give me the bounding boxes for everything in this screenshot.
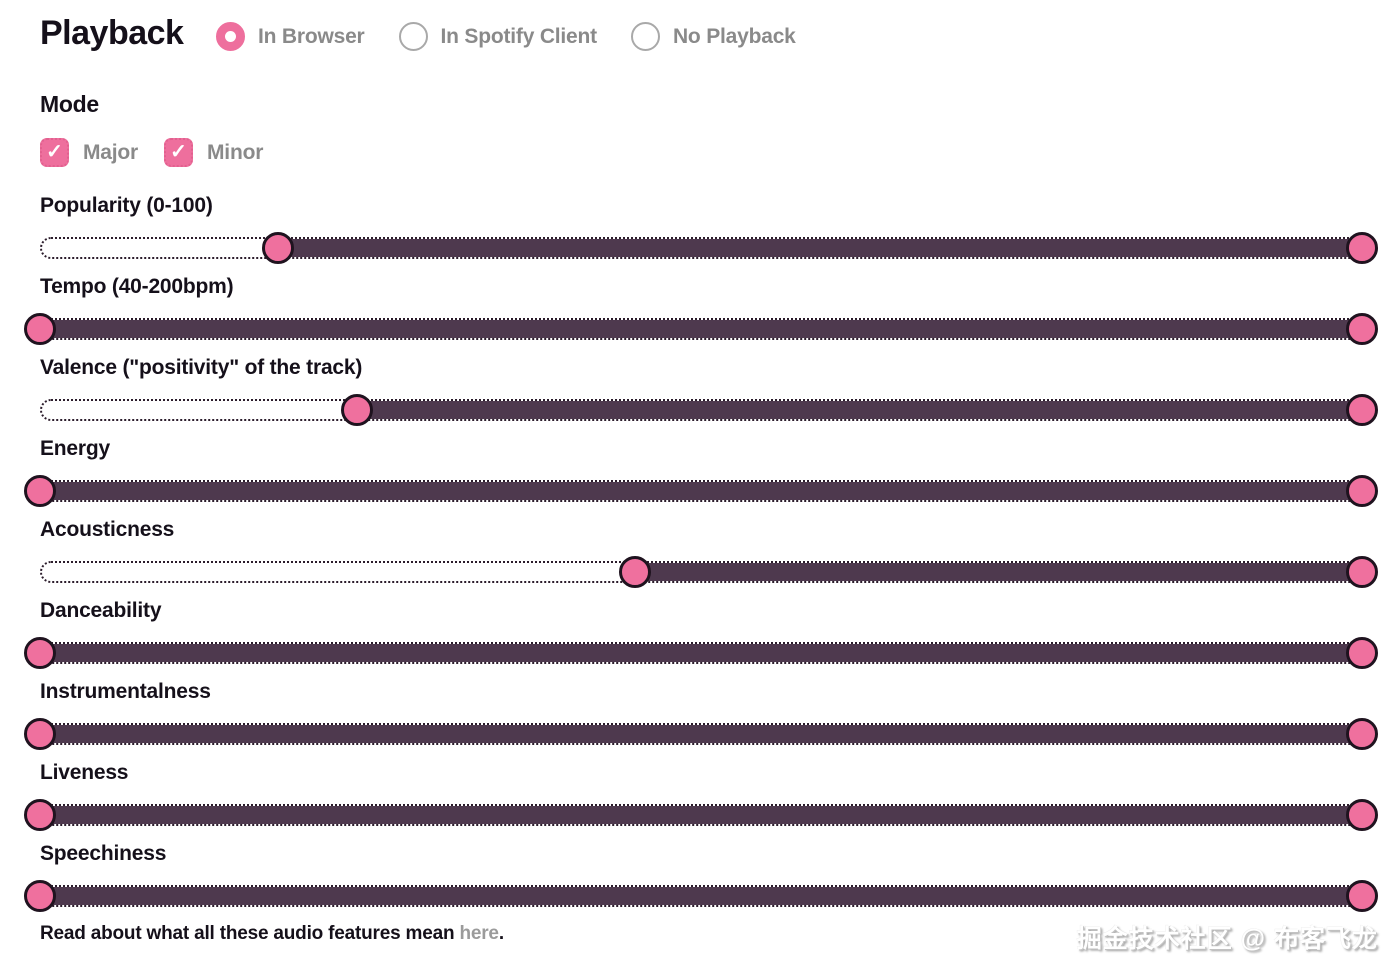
checkbox-label: Minor: [207, 140, 264, 164]
slider-handle-max-acousticness[interactable]: [1346, 556, 1378, 588]
slider-track-instrumentalness[interactable]: [24, 718, 1378, 750]
slider-track-popularity[interactable]: [40, 232, 1378, 264]
checkmark-icon: ✓: [46, 140, 63, 163]
slider-handle-min-danceability[interactable]: [24, 637, 56, 669]
slider-selected-range: [42, 482, 1374, 500]
slider-selected-range: [277, 239, 1374, 257]
slider-handle-min-tempo[interactable]: [24, 313, 56, 345]
slider-selected-range: [634, 563, 1374, 581]
slider-track-liveness[interactable]: [24, 799, 1378, 831]
slider-track-energy[interactable]: [24, 475, 1378, 507]
slider-label-speechiness: Speechiness: [40, 842, 167, 865]
slider-selected-range: [357, 401, 1374, 419]
slider-track-acousticness[interactable]: [40, 556, 1378, 588]
radio-option-in-spotify-client[interactable]: In Spotify Client: [398, 22, 598, 51]
slider-handle-min-energy[interactable]: [24, 475, 56, 507]
slider-handle-min-valence[interactable]: [341, 394, 374, 426]
radio-button-icon[interactable]: [398, 22, 428, 51]
slider-selected-range: [42, 725, 1374, 743]
watermark-text: 掘金技术社区 @ 布客飞龙: [1076, 925, 1378, 953]
slider-track-tempo[interactable]: [24, 313, 1378, 345]
slider-track-valence[interactable]: [40, 394, 1378, 426]
slider-label-acousticness: Acousticness: [40, 518, 175, 541]
slider-handle-max-tempo[interactable]: [1346, 313, 1378, 345]
checkbox-icon[interactable]: ✓: [164, 138, 194, 167]
checkbox-icon[interactable]: ✓: [40, 138, 69, 167]
slider-handle-max-liveness[interactable]: [1346, 799, 1378, 831]
slider-handle-max-valence[interactable]: [1346, 394, 1378, 426]
footer-period: .: [498, 923, 504, 944]
radio-label: No Playback: [672, 24, 796, 48]
checkbox-option-major[interactable]: ✓ Major: [40, 138, 138, 167]
slider-label-popularity: Popularity (0-100): [40, 194, 213, 217]
slider-handle-max-danceability[interactable]: [1346, 637, 1378, 669]
radio-dot-icon: [225, 31, 236, 42]
slider-handle-min-instrumentalness[interactable]: [24, 718, 56, 750]
radio-option-in-browser[interactable]: In Browser: [216, 22, 365, 51]
slider-handle-max-energy[interactable]: [1346, 475, 1378, 507]
slider-track-speechiness[interactable]: [24, 880, 1378, 912]
slider-label-liveness: Liveness: [40, 761, 129, 784]
checkbox-label: Major: [83, 140, 139, 164]
slider-selected-range: [42, 644, 1374, 662]
slider-label-valence: Valence ("positivity" of the track): [40, 356, 363, 379]
playback-radio-group: In Browser In Spotify Client No Playback: [216, 22, 796, 51]
slider-handle-max-instrumentalness[interactable]: [1346, 718, 1378, 750]
slider-selected-range: [42, 806, 1374, 824]
footer-note: Read about what all these audio features…: [40, 923, 504, 945]
radio-option-no-playback[interactable]: No Playback: [630, 22, 796, 51]
checkmark-icon: ✓: [170, 140, 187, 163]
slider-handle-min-liveness[interactable]: [24, 799, 56, 831]
slider-selected-range: [42, 887, 1374, 905]
page-title: Playback: [40, 14, 184, 52]
checkbox-option-minor[interactable]: ✓ Minor: [164, 138, 263, 167]
radio-button-icon[interactable]: [216, 22, 245, 51]
radio-label: In Spotify Client: [440, 24, 598, 48]
slider-selected-range: [42, 320, 1374, 338]
slider-label-instrumentalness: Instrumentalness: [40, 680, 211, 703]
slider-handle-max-popularity[interactable]: [1346, 232, 1378, 264]
mode-checkbox-group: ✓ Major ✓ Minor: [40, 138, 263, 167]
slider-handle-min-speechiness[interactable]: [24, 880, 56, 912]
slider-label-danceability: Danceability: [40, 599, 162, 622]
slider-handle-max-speechiness[interactable]: [1346, 880, 1378, 912]
slider-label-energy: Energy: [40, 437, 110, 460]
radio-label: In Browser: [258, 24, 365, 48]
mode-section-heading: Mode: [40, 91, 99, 117]
slider-label-tempo: Tempo (40-200bpm): [40, 275, 234, 298]
slider-handle-min-popularity[interactable]: [261, 232, 294, 264]
slider-track-danceability[interactable]: [24, 637, 1378, 669]
slider-handle-min-acousticness[interactable]: [618, 556, 651, 588]
radio-button-icon[interactable]: [630, 22, 660, 51]
here-link[interactable]: here: [459, 923, 499, 944]
footer-text: Read about what all these audio features…: [40, 923, 460, 944]
